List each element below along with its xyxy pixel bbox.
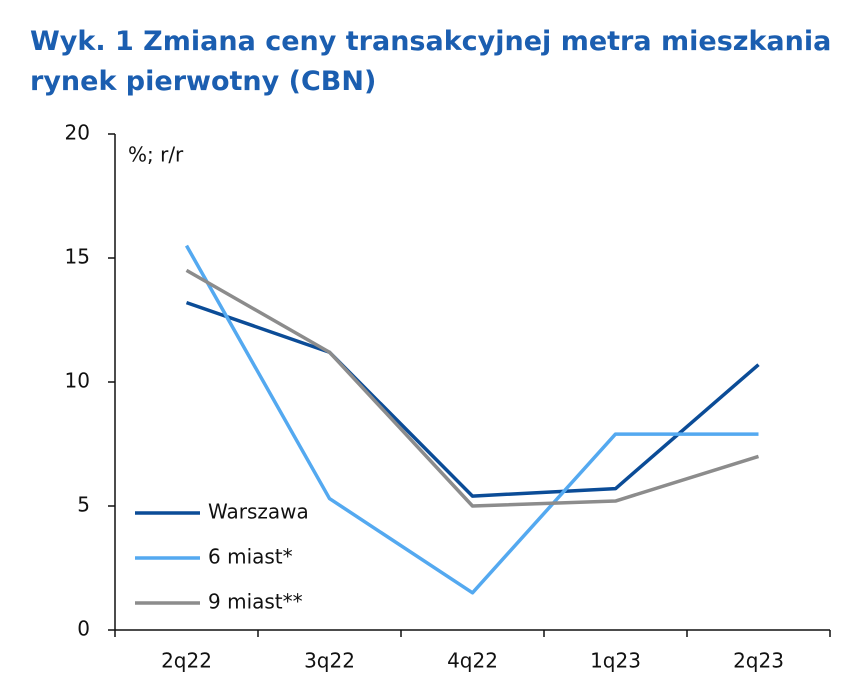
legend-label: 9 miast**	[208, 590, 303, 614]
line-series	[185, 300, 760, 498]
y-tick-label: 10	[65, 369, 90, 393]
y-tick-label: 20	[65, 121, 90, 145]
y-tick-label: 15	[65, 245, 90, 269]
legend-label: Warszawa	[208, 500, 309, 524]
line-series	[184, 244, 759, 595]
line-series	[185, 268, 760, 508]
y-tick-label: 0	[77, 617, 90, 641]
x-tick-label: 1q23	[590, 649, 641, 673]
x-tick-label: 2q23	[733, 649, 784, 673]
legend-label: 6 miast*	[208, 545, 293, 569]
x-tick-label: 4q22	[447, 649, 498, 673]
chart-title: Wyk. 1 Zmiana ceny transakcyjnej metra m…	[30, 26, 831, 57]
chart-title: rynek pierwotny (CBN)	[30, 66, 376, 97]
y-tick-label: 5	[77, 493, 90, 517]
y-unit-label: %; r/r	[128, 143, 184, 167]
x-tick-label: 3q22	[304, 649, 355, 673]
x-tick-label: 2q22	[161, 649, 212, 673]
